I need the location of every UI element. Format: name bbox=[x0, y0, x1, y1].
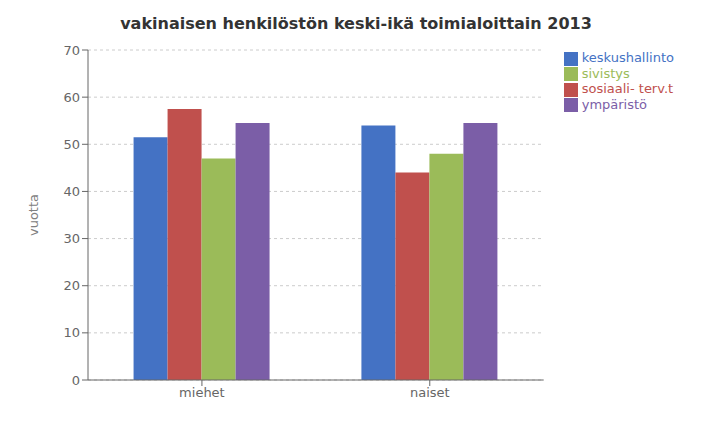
svg-text:miehet: miehet bbox=[179, 385, 225, 400]
svg-text:30: 30 bbox=[63, 231, 80, 246]
html-text:ympäristö: ympäristö bbox=[581, 96, 647, 112]
svg-text:vuotta: vuotta bbox=[26, 194, 41, 236]
svg-text:20: 20 bbox=[63, 278, 80, 293]
svg-text:40: 40 bbox=[63, 184, 80, 199]
svg-text:60: 60 bbox=[63, 90, 80, 105]
html-text:vakinaisen henkilöstön keski-i: vakinaisen henkilöstön keski-ikä toimial… bbox=[120, 14, 592, 33]
svg-text:naiset: naiset bbox=[410, 385, 450, 400]
svg-text:70: 70 bbox=[63, 43, 80, 58]
html-text:keskushallinto: keskushallinto bbox=[581, 50, 674, 65]
html-text:sosiaali- terv.t: sosiaali- terv.t bbox=[581, 81, 674, 96]
html-text:sivistys: sivistys bbox=[581, 65, 630, 81]
svg-text:0: 0 bbox=[72, 373, 80, 388]
svg-text:50: 50 bbox=[63, 137, 80, 152]
svg-text:10: 10 bbox=[63, 325, 80, 340]
